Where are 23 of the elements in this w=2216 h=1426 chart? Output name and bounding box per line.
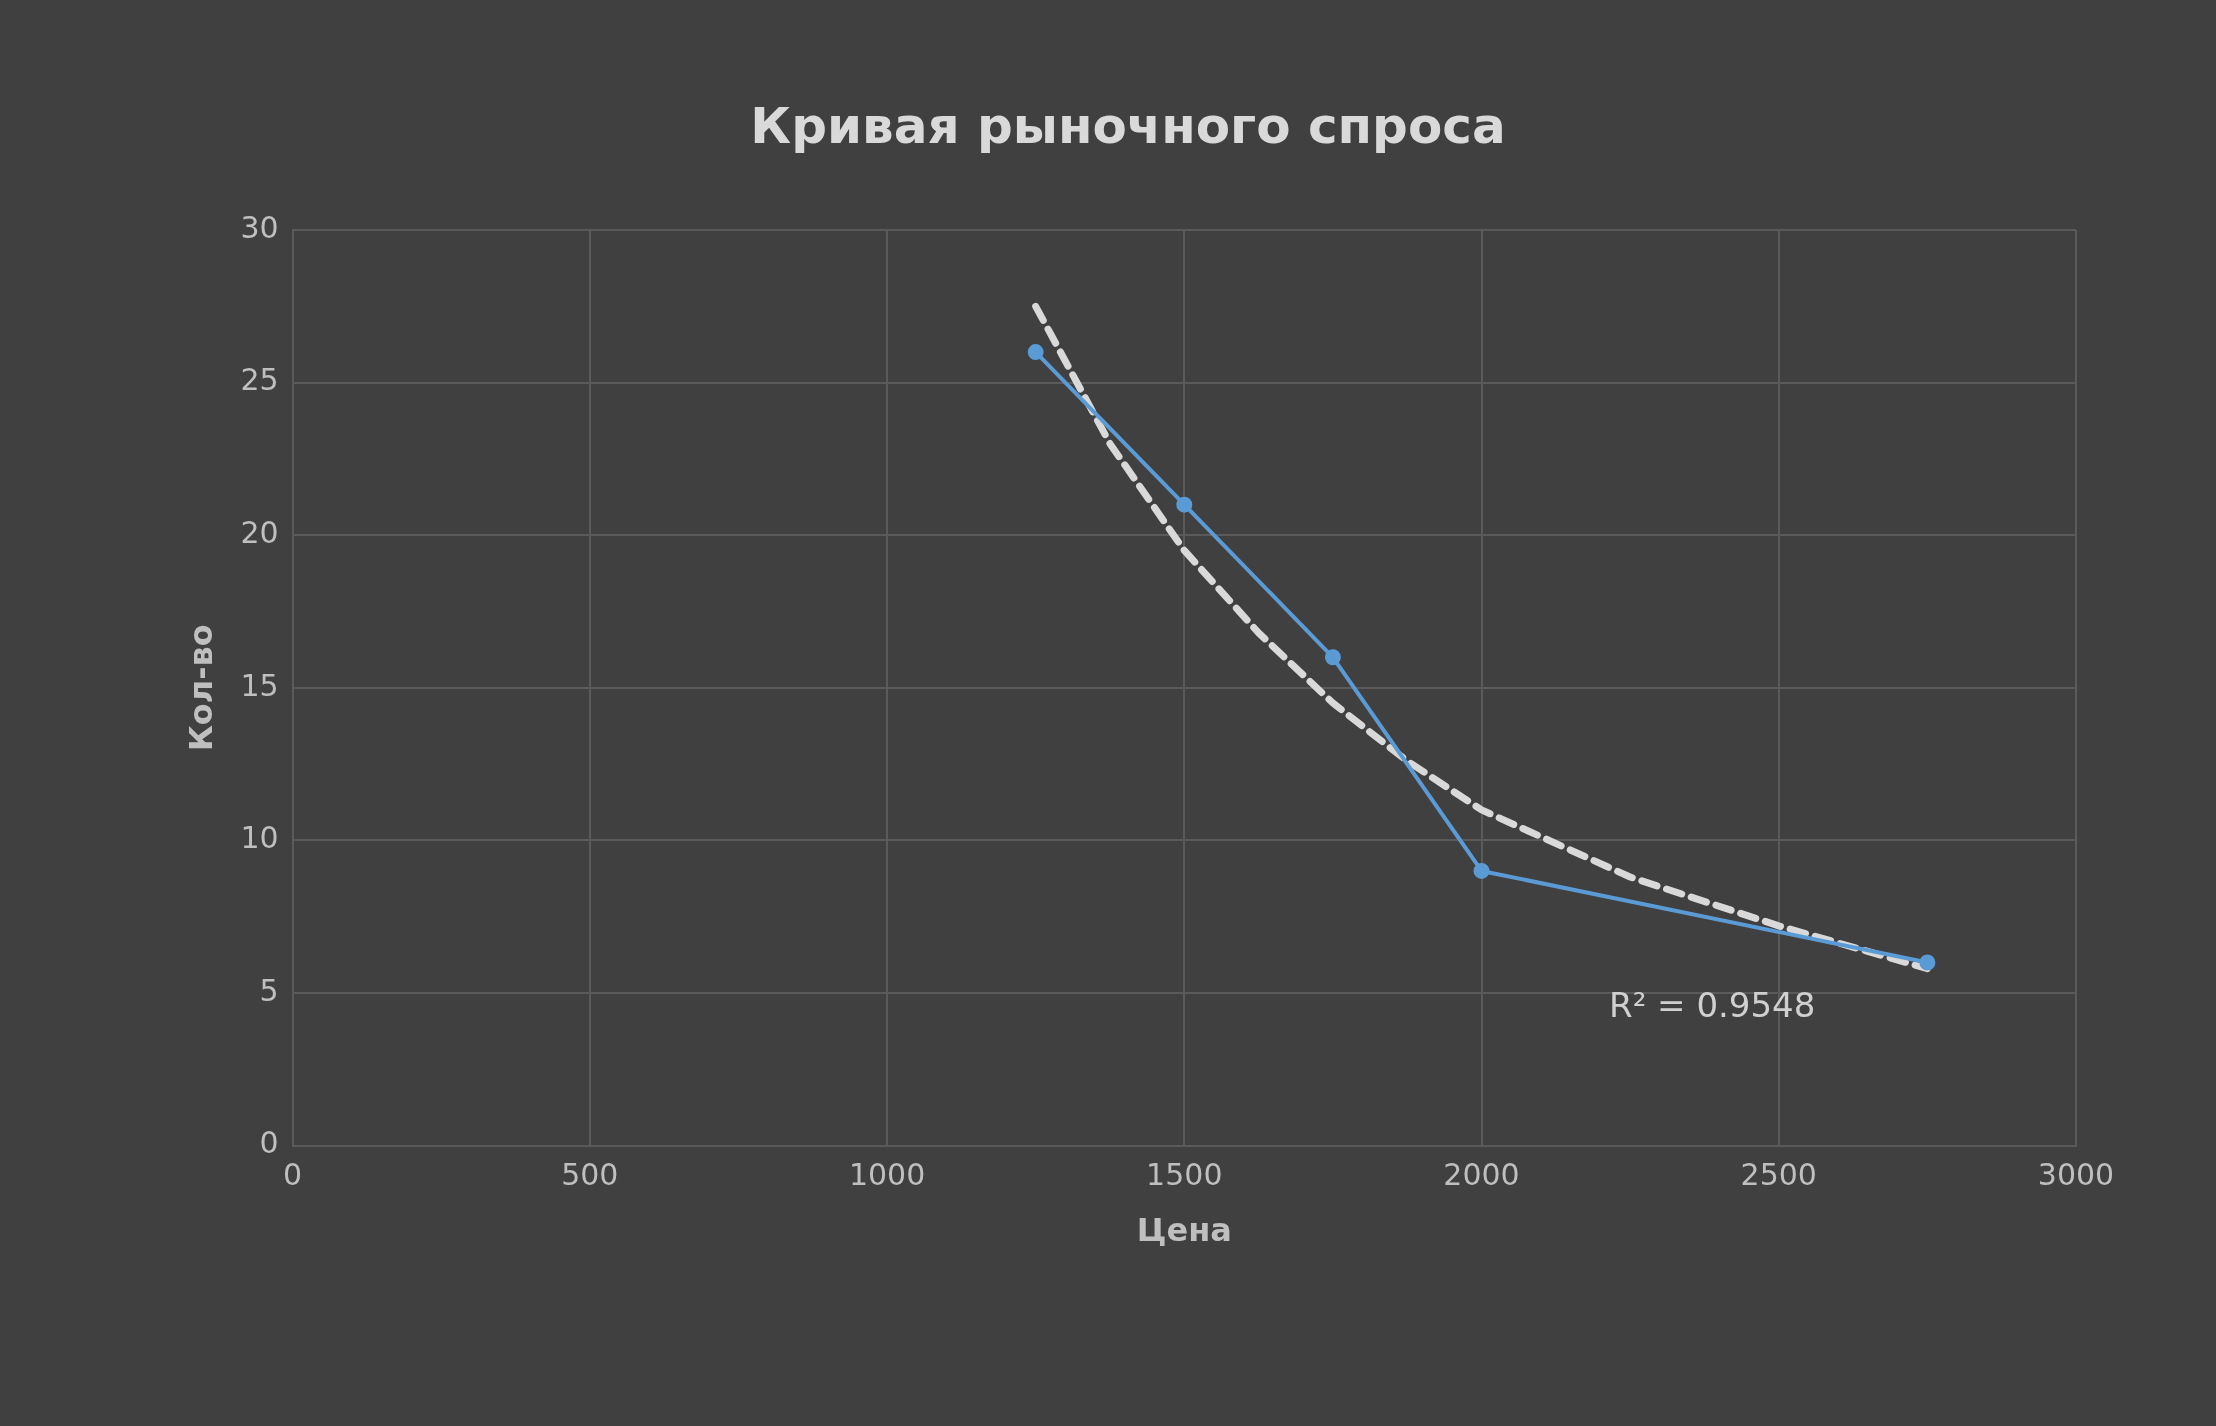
x-tick-label: 1000 bbox=[848, 1157, 926, 1193]
x-tick-label: 2500 bbox=[1740, 1157, 1817, 1193]
y-tick-label: 5 bbox=[259, 972, 279, 1008]
y-axis-title: Кол-во bbox=[181, 624, 220, 752]
point bbox=[1027, 344, 1044, 361]
x-tick-label: 1500 bbox=[1146, 1157, 1223, 1193]
y-tick-label: 20 bbox=[240, 515, 279, 550]
annotation: R² = 0.9548 bbox=[1609, 985, 1816, 1026]
x-axis-title: Цена bbox=[1136, 1211, 1232, 1250]
point bbox=[1473, 862, 1490, 879]
y-tick-label: 0 bbox=[259, 1125, 279, 1161]
x-tick-label: 2000 bbox=[1443, 1157, 1520, 1193]
point bbox=[1919, 954, 1936, 971]
point bbox=[1176, 496, 1193, 513]
x-tick-label: 3000 bbox=[2037, 1157, 2115, 1193]
chart-title: Кривая рыночного спроса bbox=[750, 96, 1506, 155]
y-tick-label: 30 bbox=[240, 209, 279, 245]
x-tick-label: 0 bbox=[283, 1157, 303, 1193]
point bbox=[1324, 649, 1341, 666]
y-tick-label: 10 bbox=[240, 820, 279, 856]
y-tick-label: 25 bbox=[240, 362, 279, 398]
x-tick-label: 500 bbox=[561, 1157, 619, 1193]
y-tick-label: 15 bbox=[240, 667, 279, 703]
